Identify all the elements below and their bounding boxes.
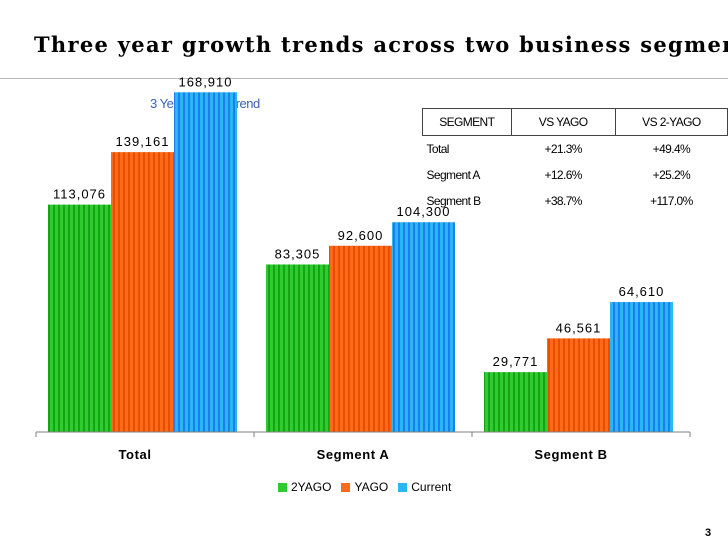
bar-value-label: 139,161 bbox=[116, 134, 170, 149]
table-row: Total +21.3% +49.4% bbox=[423, 136, 728, 163]
table-cell: +25.2% bbox=[652, 168, 691, 182]
table-cell: +49.4% bbox=[652, 142, 691, 156]
category-label: Segment A bbox=[317, 447, 390, 462]
bar-value-label: 83,305 bbox=[275, 246, 321, 261]
title-divider bbox=[0, 78, 728, 79]
legend-swatch-yago bbox=[341, 482, 351, 492]
table-cell: Segment A bbox=[426, 168, 481, 182]
table-header-cell: SEGMENT bbox=[422, 108, 512, 136]
table-header-row: SEGMENT VS YAGO VS 2-YAGO bbox=[422, 108, 728, 136]
legend-label: YAGO bbox=[354, 480, 389, 494]
bar-value-label: 64,610 bbox=[619, 284, 665, 299]
bar-2yago-segment-a bbox=[266, 264, 329, 432]
legend-item-yago: YAGO bbox=[341, 480, 388, 494]
bar-value-label: 46,561 bbox=[556, 320, 602, 335]
legend-label: Current bbox=[411, 480, 452, 494]
bar-value-label: 104,300 bbox=[397, 204, 451, 219]
bar-current-segment-a bbox=[392, 222, 455, 432]
bar-value-label: 92,600 bbox=[338, 228, 384, 243]
table-row: Segment B +38.7% +117.0% bbox=[423, 188, 728, 214]
page-number: 3 bbox=[705, 527, 712, 539]
table-cell: Segment B bbox=[426, 194, 482, 208]
category-label: Total bbox=[118, 447, 151, 462]
chart-legend: 2YAGO YAGO Current bbox=[278, 480, 451, 494]
legend-item-2yago: 2YAGO bbox=[278, 480, 331, 494]
legend-swatch-2yago bbox=[278, 482, 287, 492]
bar-2yago-total bbox=[48, 204, 111, 432]
table-row: Segment A +12.6% +25.2% bbox=[423, 162, 728, 188]
table-cell: +117.0% bbox=[650, 194, 693, 208]
slide-title: Three year growth trends across two busi… bbox=[34, 32, 728, 57]
legend-swatch-current bbox=[398, 482, 408, 492]
bar-value-label: 168,910 bbox=[179, 74, 233, 89]
legend-item-current: Current bbox=[398, 480, 451, 494]
bar-yago-total bbox=[111, 152, 174, 432]
table-header-cell: VS 2-YAGO bbox=[614, 108, 728, 136]
table-cell: +21.3% bbox=[544, 142, 582, 156]
table-cell: Total bbox=[426, 142, 450, 156]
bar-value-label: 29,771 bbox=[493, 354, 539, 369]
table-header-cell: VS YAGO bbox=[510, 108, 616, 136]
bar-value-label: 113,076 bbox=[53, 187, 106, 202]
legend-label: 2YAGO bbox=[291, 480, 332, 494]
bar-yago-segment-b bbox=[547, 338, 610, 432]
bar-yago-segment-a bbox=[329, 245, 392, 432]
table-cell: +38.7% bbox=[544, 194, 582, 208]
bar-2yago-segment-b bbox=[484, 372, 547, 432]
segment-growth-table: SEGMENT VS YAGO VS 2-YAGO Total +21.3% +… bbox=[422, 108, 728, 214]
bar-current-segment-b bbox=[610, 302, 673, 432]
category-label: Segment B bbox=[534, 447, 607, 462]
table-cell: +12.6% bbox=[544, 168, 582, 182]
bar-current-total bbox=[174, 92, 237, 432]
